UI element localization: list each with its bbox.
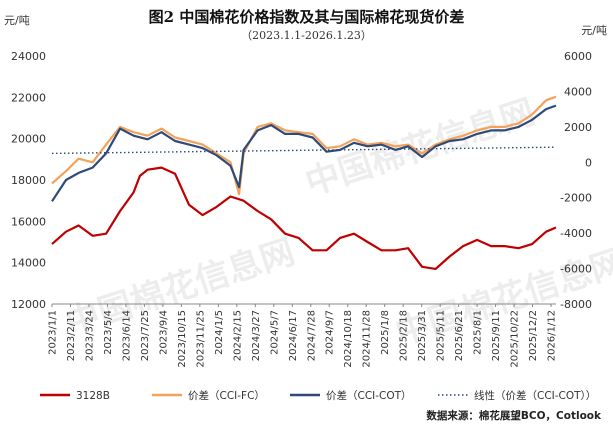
left-tick-label: 14000 — [11, 257, 46, 270]
x-tick-label: 2025/3/31 — [417, 310, 428, 361]
x-tick-label: 2024/7/28 — [306, 310, 317, 361]
chart-subtitle: （2023.1.1-2026.1.23） — [241, 29, 372, 42]
right-tick-label: -8000 — [560, 298, 592, 311]
left-tick-label: 18000 — [11, 174, 46, 187]
x-tick-label: 2025/9/11 — [491, 310, 502, 361]
right-tick-label: 0 — [585, 156, 592, 169]
x-tick-label: 2025/8/1 — [473, 310, 484, 355]
left-tick-label: 20000 — [11, 133, 46, 146]
x-tick-label: 2025/6/21 — [454, 310, 465, 361]
right-tick-label: 6000 — [564, 50, 592, 63]
x-tick-label: 2026/1/12 — [547, 310, 558, 361]
x-tick-label: 2024/6/17 — [288, 310, 299, 361]
x-tick-label: 2024/9/7 — [325, 310, 336, 355]
x-tick-label: 2024/11/28 — [362, 310, 373, 368]
x-tick-label: 2025/12/2 — [528, 310, 539, 361]
right-tick-label: -4000 — [560, 227, 592, 240]
series-line-3 — [51, 146, 557, 155]
left-axis-unit: 元/吨 — [4, 14, 30, 27]
data-source: 数据来源：棉花展望BCO，Cotlook — [426, 410, 601, 422]
left-tick-label: 24000 — [11, 50, 46, 63]
right-tick-label: -6000 — [560, 263, 592, 276]
x-tick-label: 2025/1/8 — [380, 310, 391, 355]
x-tick-label: 2024/1/5 — [214, 310, 225, 355]
left-tick-label: 12000 — [11, 298, 46, 311]
right-axis-unit: 元/吨 — [581, 24, 607, 37]
x-tick-label: 2023/6/14 — [121, 310, 132, 361]
x-tick-label: 2024/5/7 — [269, 310, 280, 355]
x-tick-label: 2024/10/18 — [343, 310, 354, 368]
right-tick-label: 4000 — [564, 85, 592, 98]
x-tick-label: 2024/3/27 — [251, 310, 262, 361]
right-tick-label: -2000 — [560, 192, 592, 205]
legend-label-2: 价差（CCI-COT） — [326, 389, 412, 402]
x-tick-label: 2023/3/24 — [84, 310, 95, 361]
x-tick-label: 2023/5/4 — [103, 310, 114, 355]
x-tick-label: 2023/2/11 — [66, 310, 77, 361]
x-tick-label: 2025/10/22 — [510, 310, 521, 368]
right-tick-label: 2000 — [564, 121, 592, 134]
legend-label-1: 价差（CCI-FC） — [188, 389, 265, 402]
x-tick-label: 2023/7/25 — [140, 310, 151, 361]
x-tick-label: 2023/9/4 — [158, 310, 169, 355]
x-tick-label: 2023/10/15 — [177, 310, 188, 368]
chart-title: 图2 中国棉花价格指数及其与国际棉花现货价差 — [148, 8, 465, 26]
x-tick-label: 2023/11/25 — [195, 310, 206, 368]
x-tick-label: 2023/1/1 — [48, 310, 59, 355]
legend-label-3: 线性（价差（CCI-COT）） — [474, 389, 596, 402]
x-tick-label: 2024/2/15 — [232, 310, 243, 361]
series-line-0 — [51, 166, 557, 270]
x-tick-label: 2025/5/11 — [436, 310, 447, 361]
left-tick-label: 16000 — [11, 215, 46, 228]
legend-label-0: 3128B — [76, 390, 110, 402]
series-line-1 — [51, 95, 557, 196]
left-tick-label: 22000 — [11, 91, 46, 104]
x-tick-label: 2025/2/18 — [399, 310, 410, 361]
series-line-2 — [51, 104, 557, 202]
